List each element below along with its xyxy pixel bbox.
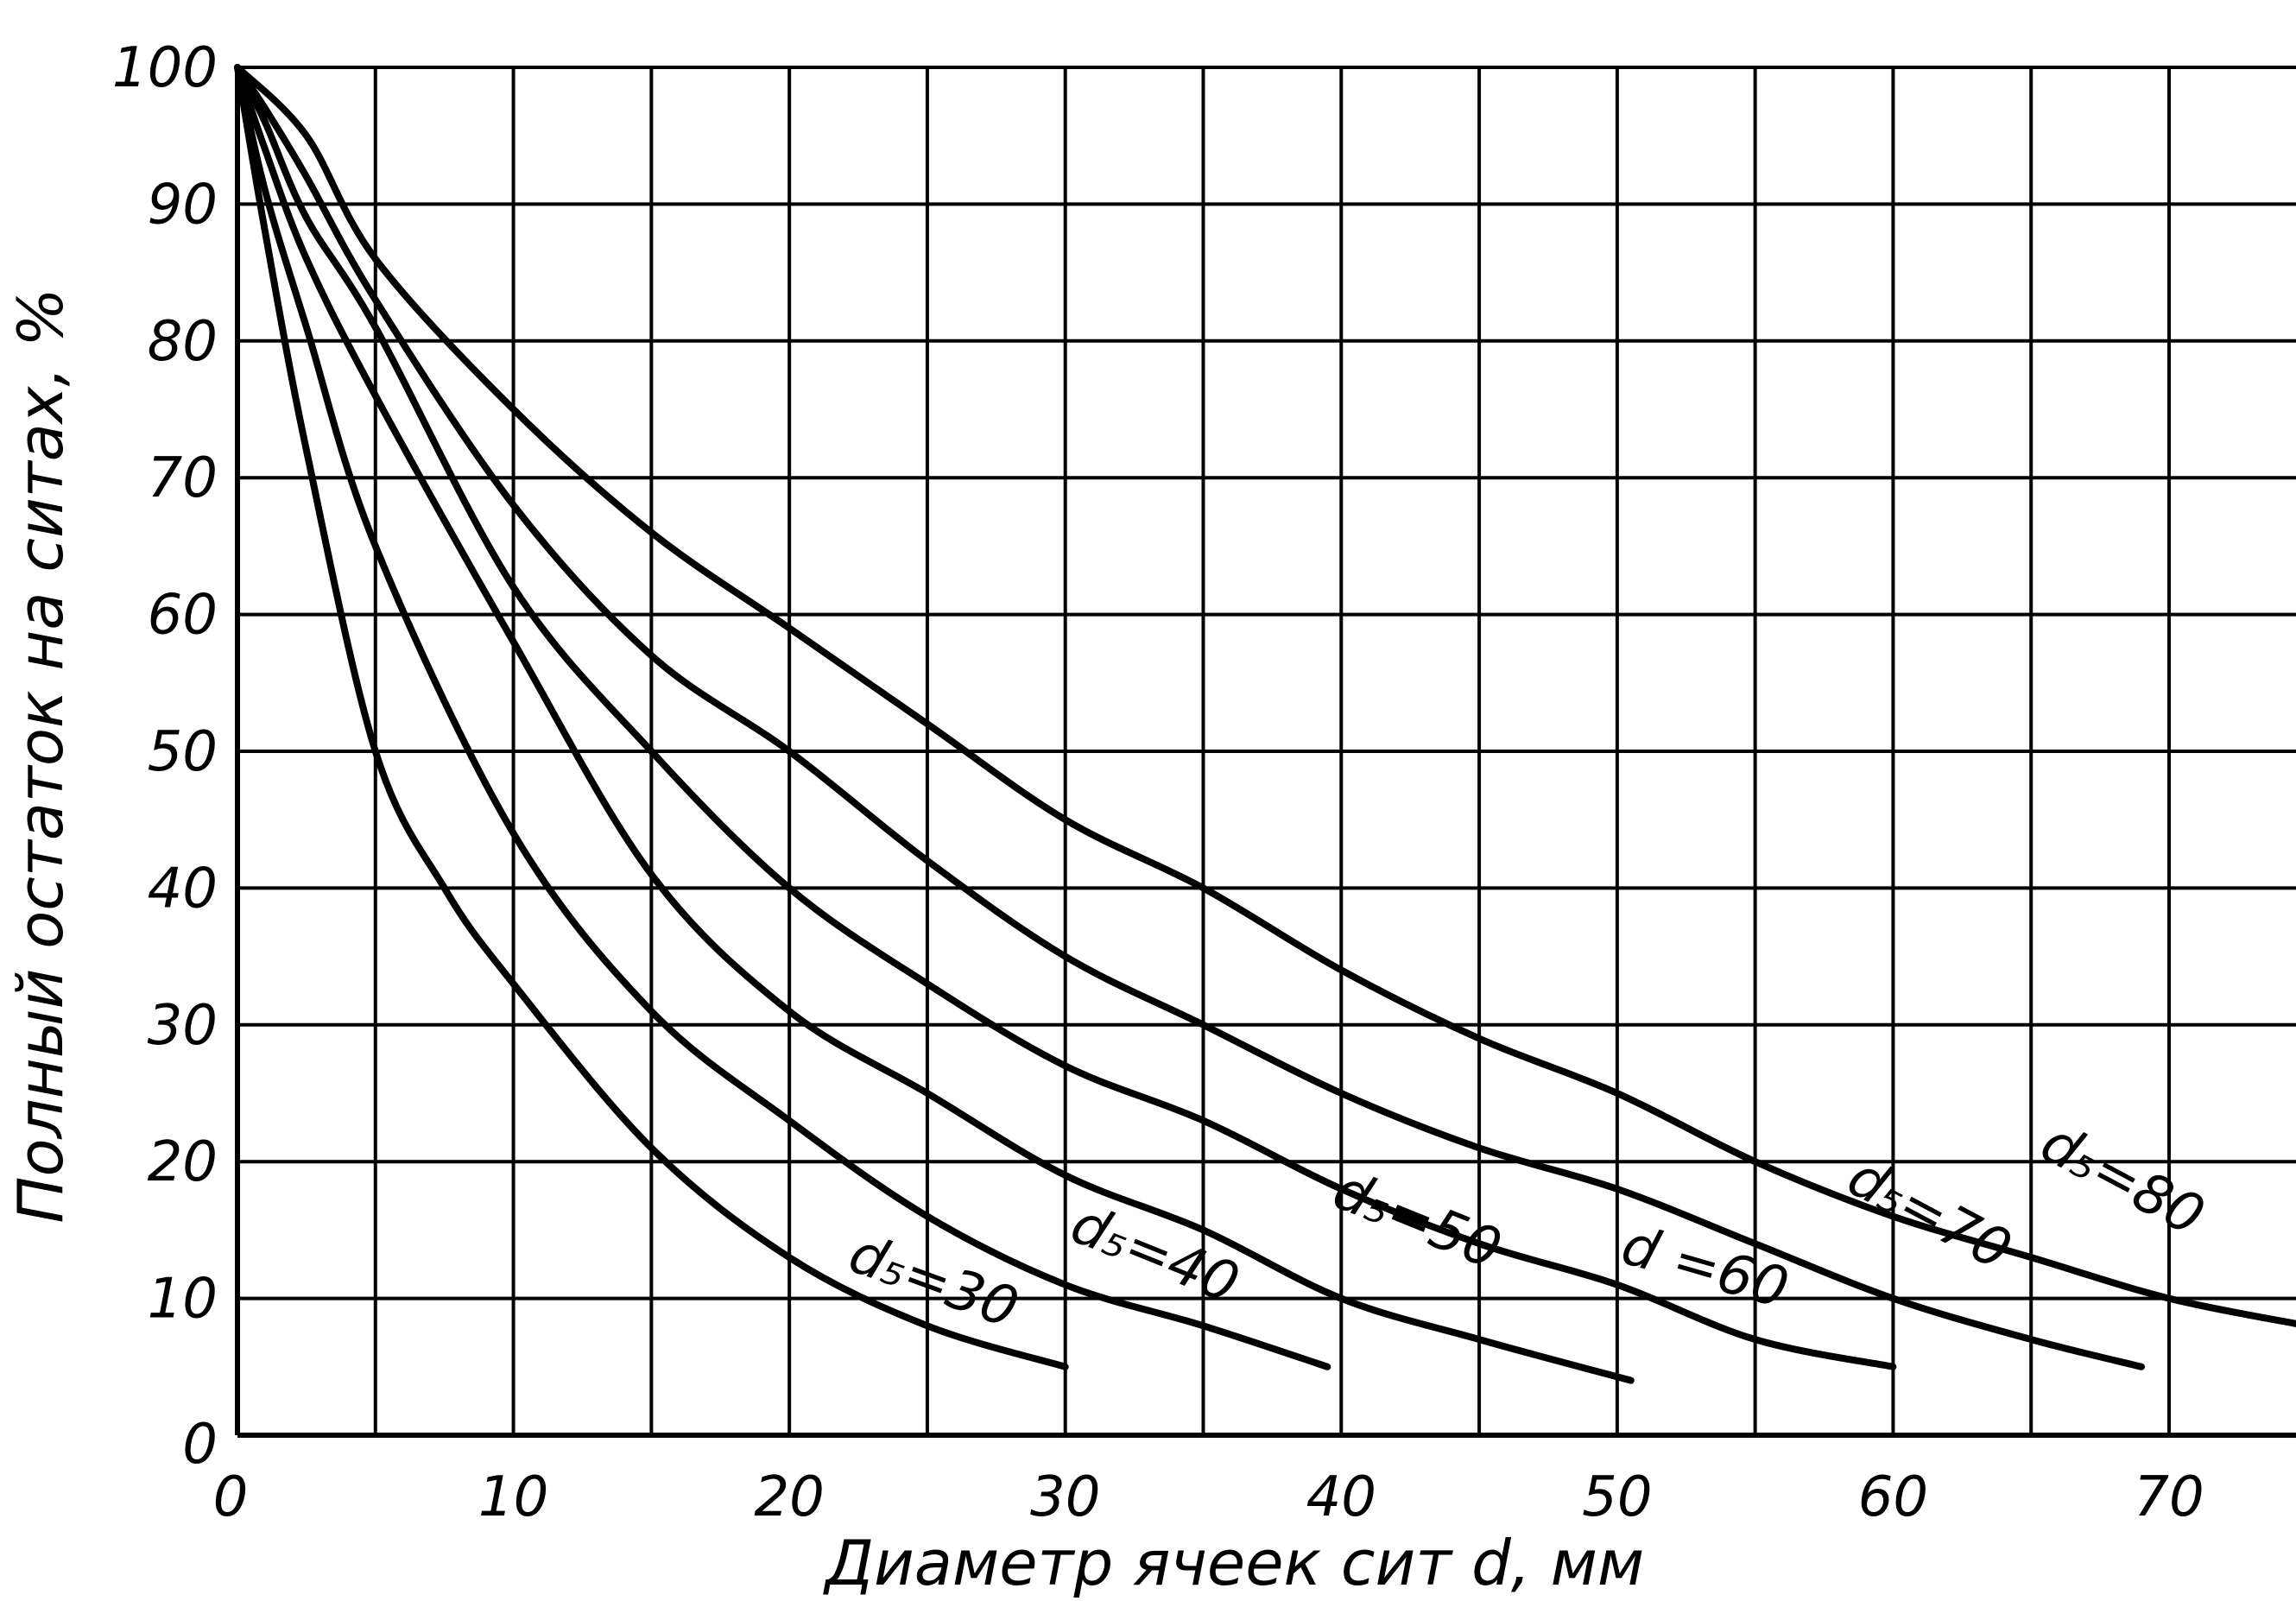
- series-line-0: [234, 64, 1069, 1370]
- x-tick-10: 10: [478, 1465, 548, 1529]
- curves: [234, 64, 2296, 1384]
- y-tick-labels: 0 10 20 30 40 50 60 70 80 90 100: [112, 36, 218, 1477]
- axes: [235, 67, 2296, 1438]
- y-tick-80: 80: [148, 310, 218, 374]
- y-tick-50: 50: [148, 720, 218, 784]
- series-line-4: [234, 64, 2145, 1370]
- series-label-2: d₅=50: [1325, 1158, 1509, 1282]
- x-tick-labels: 0 10 20 30 40 50 60 70: [213, 1465, 2204, 1529]
- x-tick-40: 40: [1306, 1465, 1376, 1529]
- y-tick-20: 20: [148, 1130, 218, 1194]
- grid: [237, 66, 2296, 1435]
- x-tick-70: 70: [2134, 1465, 2204, 1529]
- x-tick-60: 60: [1858, 1465, 1928, 1529]
- y-tick-0: 0: [182, 1413, 218, 1477]
- y-tick-40: 40: [148, 857, 218, 921]
- series-label-0: d₅=30: [841, 1222, 1027, 1341]
- x-tick-0: 0: [213, 1465, 249, 1529]
- series-label-3: d =60: [1615, 1213, 1795, 1321]
- x-axis-title: Диаметр ячеек сит d, мм: [823, 1527, 1644, 1599]
- y-axis-title: Полный остаток на ситах, %: [4, 288, 77, 1223]
- series-line-5: [234, 64, 2296, 1327]
- series-line-1: [234, 64, 1331, 1370]
- y-tick-90: 90: [148, 173, 218, 237]
- y-tick-10: 10: [148, 1268, 218, 1332]
- y-tick-70: 70: [148, 446, 218, 510]
- x-tick-50: 50: [1582, 1465, 1652, 1529]
- series-label-5: d₅=80: [2031, 1111, 2215, 1249]
- y-tick-60: 60: [148, 584, 218, 648]
- y-tick-100: 100: [112, 36, 218, 100]
- series-label-4: d₅=70: [1837, 1145, 2021, 1283]
- x-tick-30: 30: [1030, 1465, 1100, 1529]
- x-tick-20: 20: [754, 1465, 824, 1529]
- series-line-3: [234, 64, 1897, 1370]
- series-line-2: [234, 64, 1635, 1384]
- series-labels: d₅=30 d₅=40 d₅=50 d =60 d₅=70 d₅=80: [841, 1111, 2214, 1341]
- y-tick-30: 30: [148, 994, 218, 1058]
